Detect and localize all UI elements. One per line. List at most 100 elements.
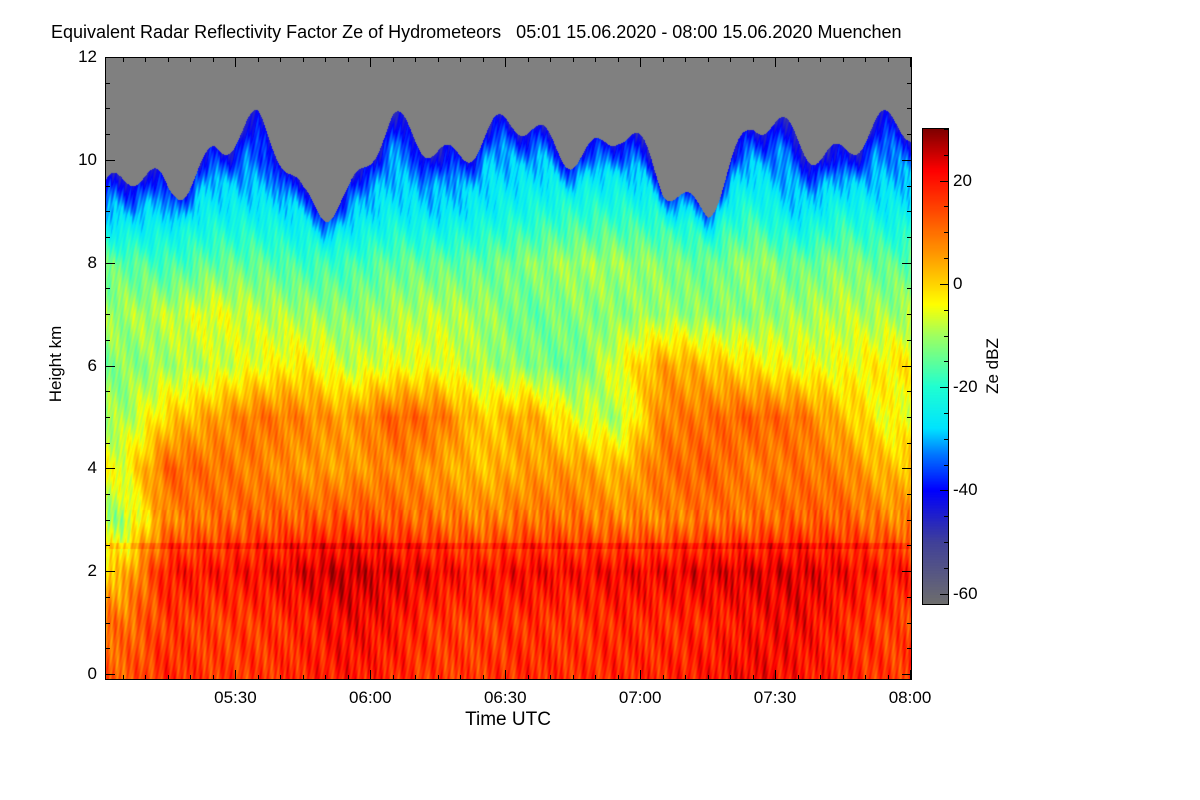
x-minor-tick-top (527, 57, 529, 62)
colorbar-tick (940, 593, 948, 595)
y-minor-tick (105, 519, 110, 521)
colorbar-minor-tick (944, 154, 948, 156)
colorbar-tick-label: -40 (953, 480, 978, 500)
x-major-tick-top (640, 57, 642, 67)
x-minor-tick (347, 675, 349, 680)
x-minor-tick (482, 675, 484, 680)
x-minor-tick (325, 675, 327, 680)
y-minor-tick (105, 82, 110, 84)
x-minor-tick-top (280, 57, 282, 62)
y-minor-tick-right (907, 288, 912, 290)
y-minor-tick-right (907, 185, 912, 187)
x-tick-label: 06:00 (349, 688, 392, 707)
x-minor-tick-top (887, 57, 889, 62)
colorbar-tick-label: -60 (953, 583, 978, 603)
colorbar-label: Ze dBZ (983, 338, 1002, 394)
x-minor-tick-top (302, 57, 304, 62)
x-tick-label: 08:00 (888, 688, 932, 707)
y-major-tick-right (902, 674, 912, 675)
x-minor-tick-top (820, 57, 822, 62)
x-minor-tick (190, 675, 192, 680)
y-tick-label: 0 (87, 664, 97, 683)
x-minor-tick-top (572, 57, 574, 62)
x-minor-tick (617, 675, 619, 680)
y-major-tick (105, 674, 115, 675)
x-minor-tick (662, 675, 664, 680)
y-minor-tick (105, 134, 110, 136)
x-minor-tick-top (842, 57, 844, 62)
x-major-tick-top (910, 57, 911, 67)
x-minor-tick-top (550, 57, 552, 62)
x-minor-tick (257, 675, 259, 680)
y-minor-tick-right (907, 545, 912, 547)
x-major-tick-top (505, 57, 507, 67)
colorbar-tick (940, 490, 948, 492)
x-minor-tick-top (730, 57, 732, 62)
y-major-tick-right (902, 365, 912, 367)
x-minor-tick-top (752, 57, 754, 62)
x-minor-tick-top (460, 57, 462, 62)
x-minor-tick (460, 675, 462, 680)
y-minor-tick-right (907, 391, 912, 393)
y-minor-tick-right (907, 494, 912, 496)
x-minor-tick (887, 675, 889, 680)
x-major-tick-top (775, 57, 777, 67)
colorbar-minor-tick (944, 412, 948, 414)
x-minor-tick (707, 675, 709, 680)
x-tick-label: 06:30 (483, 688, 527, 707)
x-minor-tick-top (595, 57, 597, 62)
x-minor-tick (730, 675, 732, 680)
x-major-tick-top (370, 57, 372, 67)
y-tick-label: 6 (87, 355, 97, 375)
y-tick-label: 2 (87, 561, 97, 581)
x-minor-tick-top (212, 57, 214, 62)
y-major-tick-right (902, 57, 912, 58)
y-major-tick-right (902, 262, 912, 264)
colorbar-tick-label: -20 (953, 377, 978, 397)
x-major-tick (505, 670, 507, 680)
colorbar-tick-label: 20 (953, 170, 972, 190)
y-major-tick (105, 159, 115, 161)
colorbar-minor-tick (944, 516, 948, 518)
x-major-tick-top (235, 57, 237, 67)
y-minor-tick-right (907, 416, 912, 418)
y-minor-tick (105, 442, 110, 444)
x-minor-tick (820, 675, 822, 680)
x-minor-tick (280, 675, 282, 680)
y-minor-tick (105, 108, 110, 110)
colorbar-minor-tick (944, 438, 948, 440)
x-minor-tick (415, 675, 417, 680)
x-minor-tick-top (347, 57, 349, 62)
x-minor-tick-top (415, 57, 417, 62)
x-minor-tick (167, 675, 169, 680)
y-minor-tick (105, 211, 110, 213)
colorbar-minor-tick (944, 567, 948, 569)
y-minor-tick (105, 494, 110, 496)
y-minor-tick-right (907, 82, 912, 84)
x-minor-tick-top (707, 57, 709, 62)
y-minor-tick-right (907, 648, 912, 650)
y-minor-tick (105, 545, 110, 547)
y-minor-tick-right (907, 134, 912, 136)
y-minor-tick-right (907, 622, 912, 624)
y-minor-tick-right (907, 339, 912, 341)
colorbar-tick-label: 0 (953, 273, 963, 293)
x-axis-label: Time UTC (465, 709, 551, 730)
y-tick-label: 4 (87, 458, 97, 478)
colorbar-tick (940, 387, 948, 389)
y-minor-tick (105, 648, 110, 650)
x-tick-label: 07:30 (753, 688, 797, 707)
colorbar-tick (940, 180, 948, 182)
x-minor-tick (527, 675, 529, 680)
x-minor-tick (797, 675, 799, 680)
y-minor-tick (105, 185, 110, 187)
chart-title: Equivalent Radar Reflectivity Factor Ze … (51, 22, 902, 42)
colorbar-minor-tick (944, 361, 948, 363)
y-minor-tick-right (907, 519, 912, 521)
y-major-tick-right (902, 468, 912, 470)
y-major-tick (105, 468, 115, 470)
y-minor-tick (105, 622, 110, 624)
y-minor-tick (105, 596, 110, 598)
x-major-tick (775, 670, 777, 680)
x-minor-tick (865, 675, 867, 680)
